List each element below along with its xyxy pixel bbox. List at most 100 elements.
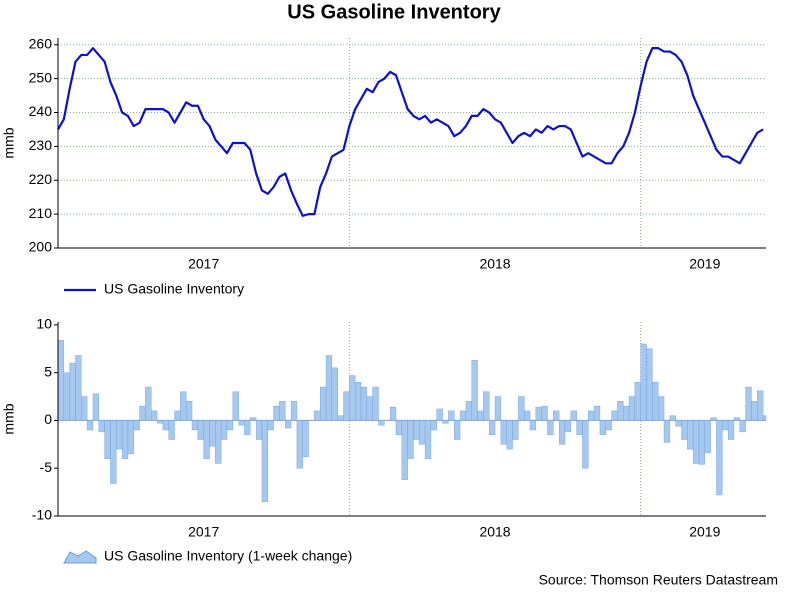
- area-step: [523, 410, 531, 421]
- area-step: [588, 410, 595, 421]
- area-step: [57, 339, 65, 421]
- area-step: [529, 420, 537, 431]
- area-step: [436, 408, 443, 421]
- area-step: [745, 386, 752, 421]
- area-step: [506, 420, 513, 450]
- area-step: [185, 401, 193, 421]
- area-step: [541, 405, 548, 421]
- area-step: [710, 417, 717, 421]
- x-tick-label: 2019: [689, 524, 720, 540]
- area-step: [751, 401, 758, 421]
- area-step: [704, 420, 711, 454]
- area-step: [337, 415, 344, 421]
- area-step: [471, 360, 478, 421]
- area-step: [226, 420, 234, 431]
- area-step: [133, 420, 140, 431]
- area-step: [215, 420, 222, 464]
- area-step: [244, 420, 251, 435]
- y-tick-label: 210: [29, 205, 53, 221]
- area-step: [232, 391, 239, 421]
- area-step: [669, 415, 676, 421]
- area-step: [459, 410, 467, 421]
- area-step: [500, 420, 507, 445]
- area-step: [448, 410, 455, 421]
- area-step: [762, 415, 767, 421]
- area-step: [168, 420, 175, 440]
- area-step: [401, 420, 408, 480]
- area-step: [582, 420, 589, 469]
- area-step: [687, 420, 694, 450]
- area-step: [302, 420, 309, 457]
- y-tick-label: 260: [29, 35, 53, 51]
- area-step: [69, 362, 76, 421]
- area-step: [372, 386, 379, 421]
- area-step: [180, 391, 187, 421]
- y-tick-label: 220: [29, 171, 53, 187]
- area-step: [646, 348, 653, 421]
- y-tick-label: 200: [29, 239, 53, 255]
- y-tick-label: 230: [29, 137, 53, 153]
- area-step: [657, 396, 665, 421]
- area-step: [395, 420, 403, 435]
- area-step: [465, 401, 472, 421]
- area-step: [593, 405, 601, 421]
- area-step: [553, 410, 560, 421]
- area-step: [145, 386, 152, 421]
- area-step: [314, 410, 321, 421]
- area-step: [599, 420, 606, 435]
- area-step: [430, 420, 437, 431]
- y-axis-label: mmb: [1, 127, 17, 158]
- area-step: [285, 420, 292, 429]
- area-step: [698, 420, 706, 465]
- area-step: [483, 391, 490, 421]
- x-tick-label: 2019: [689, 256, 720, 272]
- x-tick-label: 2017: [188, 256, 219, 272]
- area-step: [296, 420, 303, 469]
- x-tick-label: 2017: [188, 524, 219, 540]
- area-step: [489, 420, 496, 435]
- area-step: [692, 420, 700, 464]
- legend-swatch: [63, 550, 97, 564]
- area-step: [191, 420, 199, 431]
- area-step: [675, 420, 682, 427]
- y-tick-label: 0: [44, 411, 52, 427]
- area-step: [722, 420, 729, 431]
- area-step: [628, 396, 636, 421]
- legend-label: US Gasoline Inventory (1-week change): [104, 548, 352, 564]
- area-step: [349, 375, 356, 421]
- area-step: [442, 420, 449, 424]
- area-step: [617, 401, 624, 421]
- area-step: [424, 420, 432, 459]
- area-step: [733, 417, 740, 421]
- area-step: [279, 401, 286, 421]
- area-step: [494, 396, 502, 421]
- area-step: [623, 405, 630, 421]
- y-tick-label: -5: [40, 459, 53, 475]
- y-tick-label: 5: [44, 363, 52, 379]
- area-step: [320, 386, 327, 421]
- area-step: [267, 420, 274, 431]
- area-step: [127, 420, 134, 455]
- area-step: [331, 367, 338, 421]
- area-step: [634, 382, 641, 421]
- area-step: [757, 390, 764, 421]
- area-step: [535, 406, 542, 421]
- area-step: [354, 382, 362, 421]
- area-step: [652, 382, 659, 421]
- area-step: [716, 420, 723, 496]
- area-step: [86, 420, 94, 431]
- area-step: [512, 420, 519, 440]
- y-tick-label: 240: [29, 103, 53, 119]
- area-step: [81, 396, 88, 421]
- area-step: [681, 420, 688, 440]
- area-step: [407, 420, 414, 459]
- area-step: [255, 420, 263, 440]
- area-step: [564, 420, 571, 433]
- area-step: [640, 343, 647, 421]
- area-step: [290, 401, 298, 421]
- source-note: Source: Thomson Reuters Datastream: [539, 572, 778, 588]
- area-step: [605, 420, 612, 431]
- area-step: [238, 420, 245, 426]
- area-step: [360, 386, 368, 421]
- area-step: [250, 417, 257, 421]
